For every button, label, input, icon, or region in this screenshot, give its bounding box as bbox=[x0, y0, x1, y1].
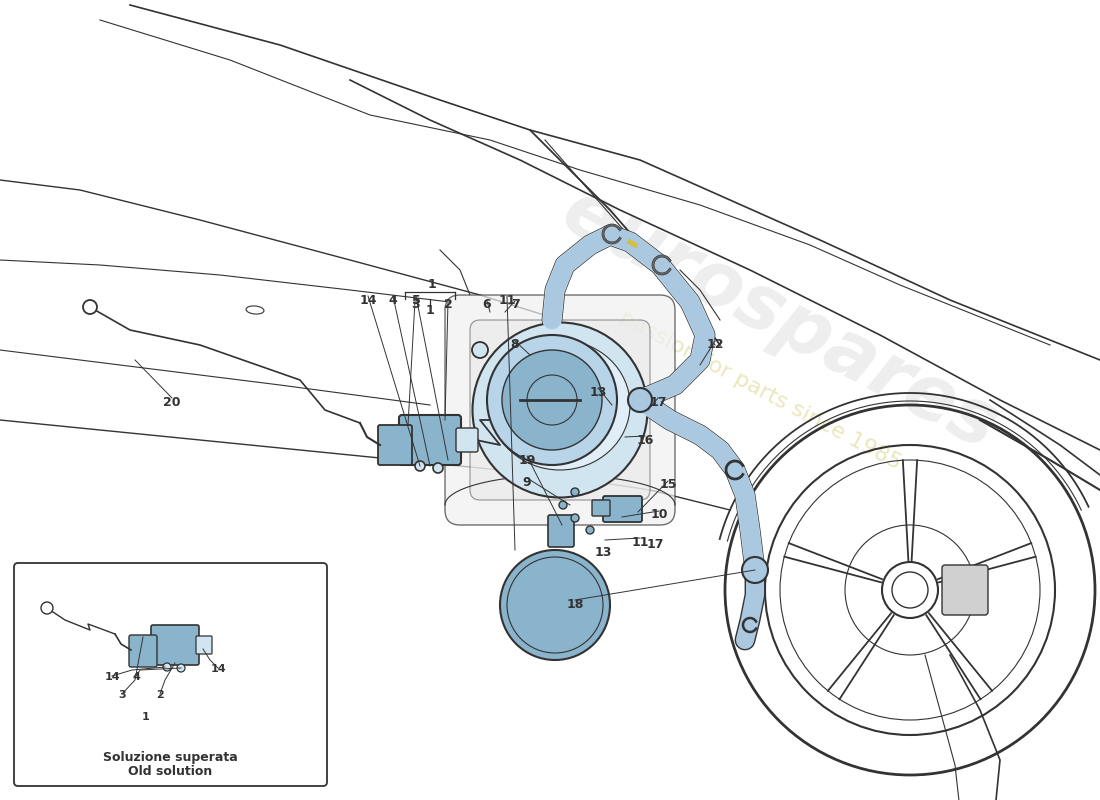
FancyBboxPatch shape bbox=[446, 295, 675, 525]
Text: 19: 19 bbox=[518, 454, 536, 466]
Text: 3: 3 bbox=[410, 298, 419, 311]
Text: 10: 10 bbox=[650, 509, 668, 522]
Circle shape bbox=[628, 388, 652, 412]
Text: 11: 11 bbox=[631, 535, 649, 549]
Circle shape bbox=[415, 461, 425, 471]
Text: 1: 1 bbox=[428, 278, 437, 291]
FancyBboxPatch shape bbox=[942, 565, 988, 615]
Circle shape bbox=[586, 526, 594, 534]
Text: 15: 15 bbox=[659, 478, 676, 491]
FancyBboxPatch shape bbox=[196, 636, 212, 654]
Ellipse shape bbox=[490, 340, 630, 470]
Text: 14: 14 bbox=[104, 672, 120, 682]
Text: 18: 18 bbox=[566, 598, 584, 610]
Text: 17: 17 bbox=[649, 395, 667, 409]
Text: 4: 4 bbox=[388, 294, 397, 306]
FancyBboxPatch shape bbox=[151, 625, 199, 665]
Text: 2: 2 bbox=[156, 690, 164, 700]
Text: 14: 14 bbox=[210, 664, 225, 674]
FancyBboxPatch shape bbox=[470, 320, 650, 500]
Circle shape bbox=[82, 300, 97, 314]
Text: 5: 5 bbox=[411, 294, 420, 306]
Text: 7: 7 bbox=[510, 298, 519, 311]
Circle shape bbox=[500, 550, 610, 660]
Circle shape bbox=[571, 514, 579, 522]
Text: 13: 13 bbox=[594, 546, 612, 558]
Circle shape bbox=[433, 463, 443, 473]
Text: eurospares: eurospares bbox=[550, 174, 1011, 466]
Ellipse shape bbox=[473, 322, 648, 498]
Text: 20: 20 bbox=[163, 395, 180, 409]
Text: 9: 9 bbox=[522, 475, 531, 489]
Text: 14: 14 bbox=[360, 294, 376, 306]
FancyBboxPatch shape bbox=[548, 515, 574, 547]
FancyBboxPatch shape bbox=[14, 563, 327, 786]
Circle shape bbox=[571, 488, 579, 496]
Text: 3: 3 bbox=[118, 690, 125, 700]
Circle shape bbox=[41, 602, 53, 614]
Text: 13: 13 bbox=[590, 386, 607, 398]
Circle shape bbox=[502, 350, 602, 450]
Circle shape bbox=[163, 663, 170, 671]
Text: passion for parts since 1985: passion for parts since 1985 bbox=[616, 307, 904, 473]
FancyBboxPatch shape bbox=[129, 635, 157, 667]
Text: Soluzione superata: Soluzione superata bbox=[103, 751, 238, 764]
Circle shape bbox=[177, 664, 185, 672]
Text: 2: 2 bbox=[443, 298, 452, 311]
Text: 6: 6 bbox=[483, 298, 492, 311]
Circle shape bbox=[472, 342, 488, 358]
Text: 16: 16 bbox=[636, 434, 653, 446]
FancyBboxPatch shape bbox=[378, 425, 412, 465]
Text: 1: 1 bbox=[142, 712, 150, 722]
FancyBboxPatch shape bbox=[399, 415, 461, 465]
Circle shape bbox=[742, 557, 768, 583]
Text: 11: 11 bbox=[498, 294, 516, 306]
Text: 1: 1 bbox=[426, 304, 434, 317]
FancyBboxPatch shape bbox=[603, 496, 642, 522]
Circle shape bbox=[487, 335, 617, 465]
Text: 8: 8 bbox=[510, 338, 519, 351]
Text: 17: 17 bbox=[647, 538, 663, 551]
FancyBboxPatch shape bbox=[456, 428, 478, 452]
Text: 12: 12 bbox=[706, 338, 724, 351]
Text: 4: 4 bbox=[132, 672, 140, 682]
Circle shape bbox=[559, 501, 566, 509]
Text: Old solution: Old solution bbox=[129, 765, 212, 778]
FancyBboxPatch shape bbox=[592, 500, 611, 516]
